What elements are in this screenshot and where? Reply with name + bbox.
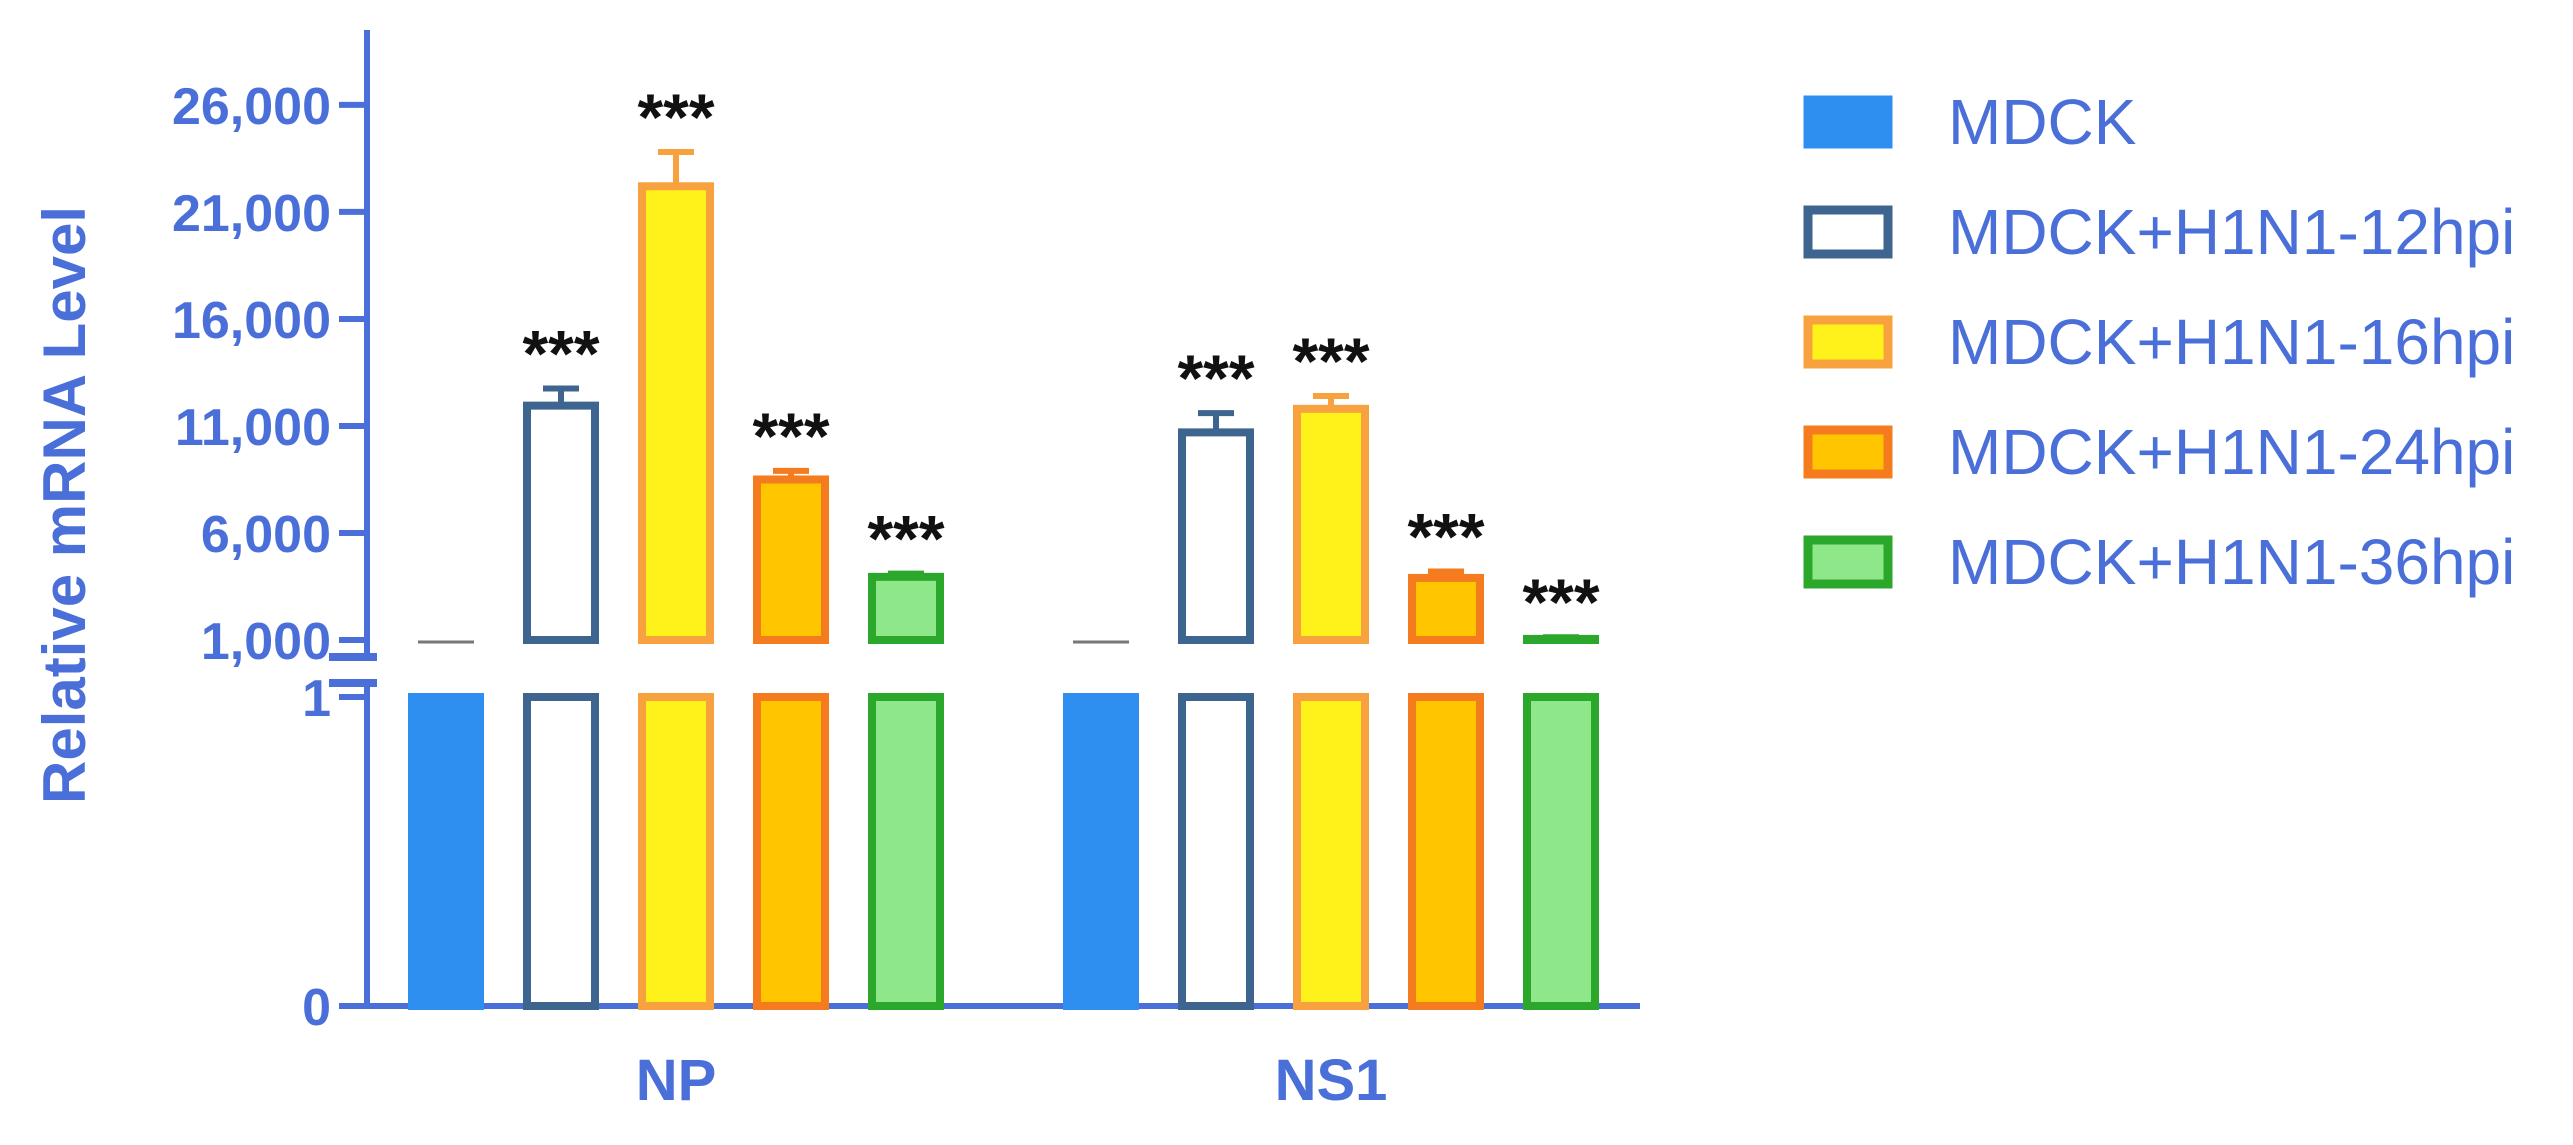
bar xyxy=(523,693,599,1010)
category-labels: NP NS1 xyxy=(636,1048,1388,1113)
bar xyxy=(868,693,944,1010)
legend-swatch xyxy=(1803,535,1893,589)
y-tick-label: 11,000 xyxy=(175,399,331,457)
significance-label: *** xyxy=(867,502,944,576)
significance-label: *** xyxy=(752,399,829,473)
significance-label: *** xyxy=(1177,341,1254,415)
y-axis-label: Relative mRNA Level xyxy=(31,206,98,804)
y-tick-label: 1,000 xyxy=(201,613,331,671)
significance-label: *** xyxy=(1292,324,1369,398)
y-tick-label: 16,000 xyxy=(172,292,331,350)
y-tick-label: 6,000 xyxy=(201,506,331,564)
legend-swatch xyxy=(1803,95,1893,149)
bar-upper xyxy=(638,182,714,645)
legend-label: MDCK xyxy=(1948,86,2136,158)
legend-label: MDCK+H1N1-36hpi xyxy=(1948,526,2515,598)
y-tick-label: 0 xyxy=(302,979,331,1037)
bar xyxy=(1293,693,1369,1010)
legend-label: MDCK+H1N1-24hpi xyxy=(1948,416,2515,488)
bar xyxy=(408,693,484,1010)
bar xyxy=(1408,693,1484,1010)
bar-upper xyxy=(1178,428,1254,644)
significance-label: *** xyxy=(637,80,714,154)
bars: *** *** *** *** *** *** *** *** xyxy=(408,80,1600,1010)
legend-label: MDCK+H1N1-12hpi xyxy=(1948,196,2515,268)
category-label: NS1 xyxy=(1275,1048,1388,1113)
legend-swatch xyxy=(1803,315,1893,369)
legend: MDCK MDCK+H1N1-12hpi MDCK+H1N1-16hpi MDCK+H… xyxy=(1803,86,2515,598)
bar-upper xyxy=(1293,404,1369,644)
bar-upper xyxy=(753,475,829,645)
bar-upper xyxy=(1408,573,1484,644)
legend-label: MDCK+H1N1-16hpi xyxy=(1948,306,2515,378)
significance-label: *** xyxy=(1522,565,1599,639)
legend-swatch xyxy=(1803,425,1893,479)
bar xyxy=(1178,693,1254,1010)
bar xyxy=(638,693,714,1010)
category-label: NP xyxy=(636,1048,717,1113)
legend-swatch xyxy=(1803,205,1893,259)
y-tick-label: 1 xyxy=(302,670,331,728)
y-ticks: 0 11,000 6,000 11,000 16,000 21,000 26,000 xyxy=(172,78,367,1037)
bar-upper xyxy=(523,401,599,645)
axis-break-mark xyxy=(329,653,377,687)
bar xyxy=(1063,693,1139,1010)
bar xyxy=(753,693,829,1010)
significance-label: *** xyxy=(522,317,599,391)
y-tick-label: 26,000 xyxy=(172,78,331,136)
bar xyxy=(1523,693,1599,1010)
y-tick-label: 21,000 xyxy=(172,185,331,243)
significance-label: *** xyxy=(1407,500,1484,574)
bar-upper xyxy=(868,572,944,644)
